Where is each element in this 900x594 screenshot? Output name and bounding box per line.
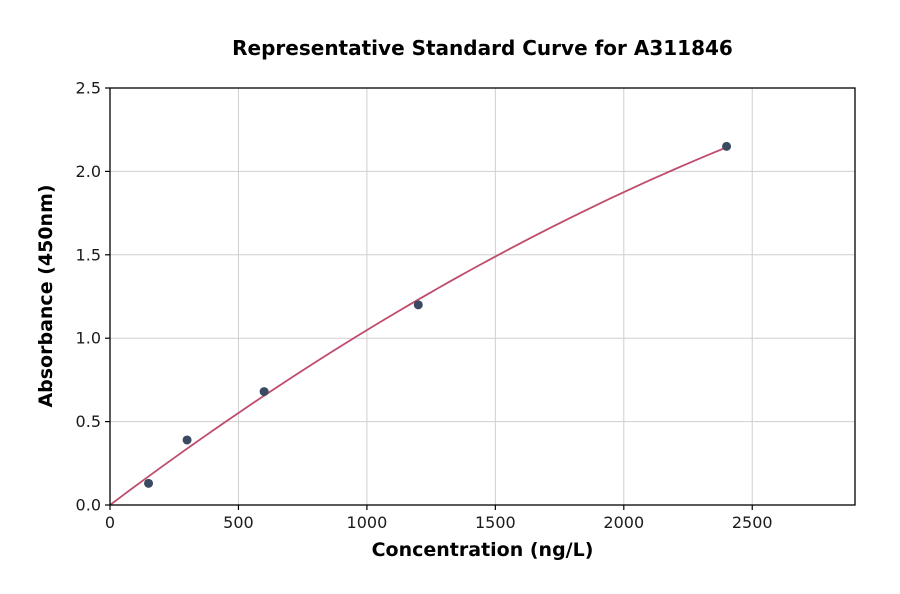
y-tick-label: 2.5: [76, 79, 101, 98]
data-point: [722, 141, 732, 151]
y-tick-label: 1.0: [76, 329, 101, 348]
data-points: [144, 141, 732, 488]
x-tick-label: 1000: [347, 513, 388, 532]
y-tick-label: 1.5: [76, 245, 101, 264]
x-tick-label: 500: [223, 513, 254, 532]
y-axis-ticks: 0.0 0.5 1.0 1.5 2.0 2.5: [76, 79, 110, 515]
x-tick-label: 0: [105, 513, 115, 532]
y-tick-label: 2.0: [76, 162, 101, 181]
x-tick-label: 1500: [475, 513, 516, 532]
x-axis-ticks: 0 500 1000 1500 2000 2500: [105, 505, 773, 532]
data-point: [182, 435, 192, 445]
data-point: [144, 478, 154, 488]
y-axis-label: Absorbance (450nm): [35, 184, 57, 408]
x-tick-label: 2500: [732, 513, 773, 532]
axis-frame: [109, 87, 856, 506]
fit-curve: [109, 146, 727, 506]
y-tick-label: 0.5: [76, 412, 101, 431]
y-tick-label: 0.0: [76, 496, 101, 515]
data-point: [413, 300, 423, 310]
x-axis-label: Concentration (ng/L): [371, 539, 594, 561]
grid-lines: [109, 87, 855, 506]
x-tick-label: 2000: [603, 513, 644, 532]
data-point: [259, 387, 269, 397]
chart-title: Representative Standard Curve for A31184…: [232, 36, 733, 60]
